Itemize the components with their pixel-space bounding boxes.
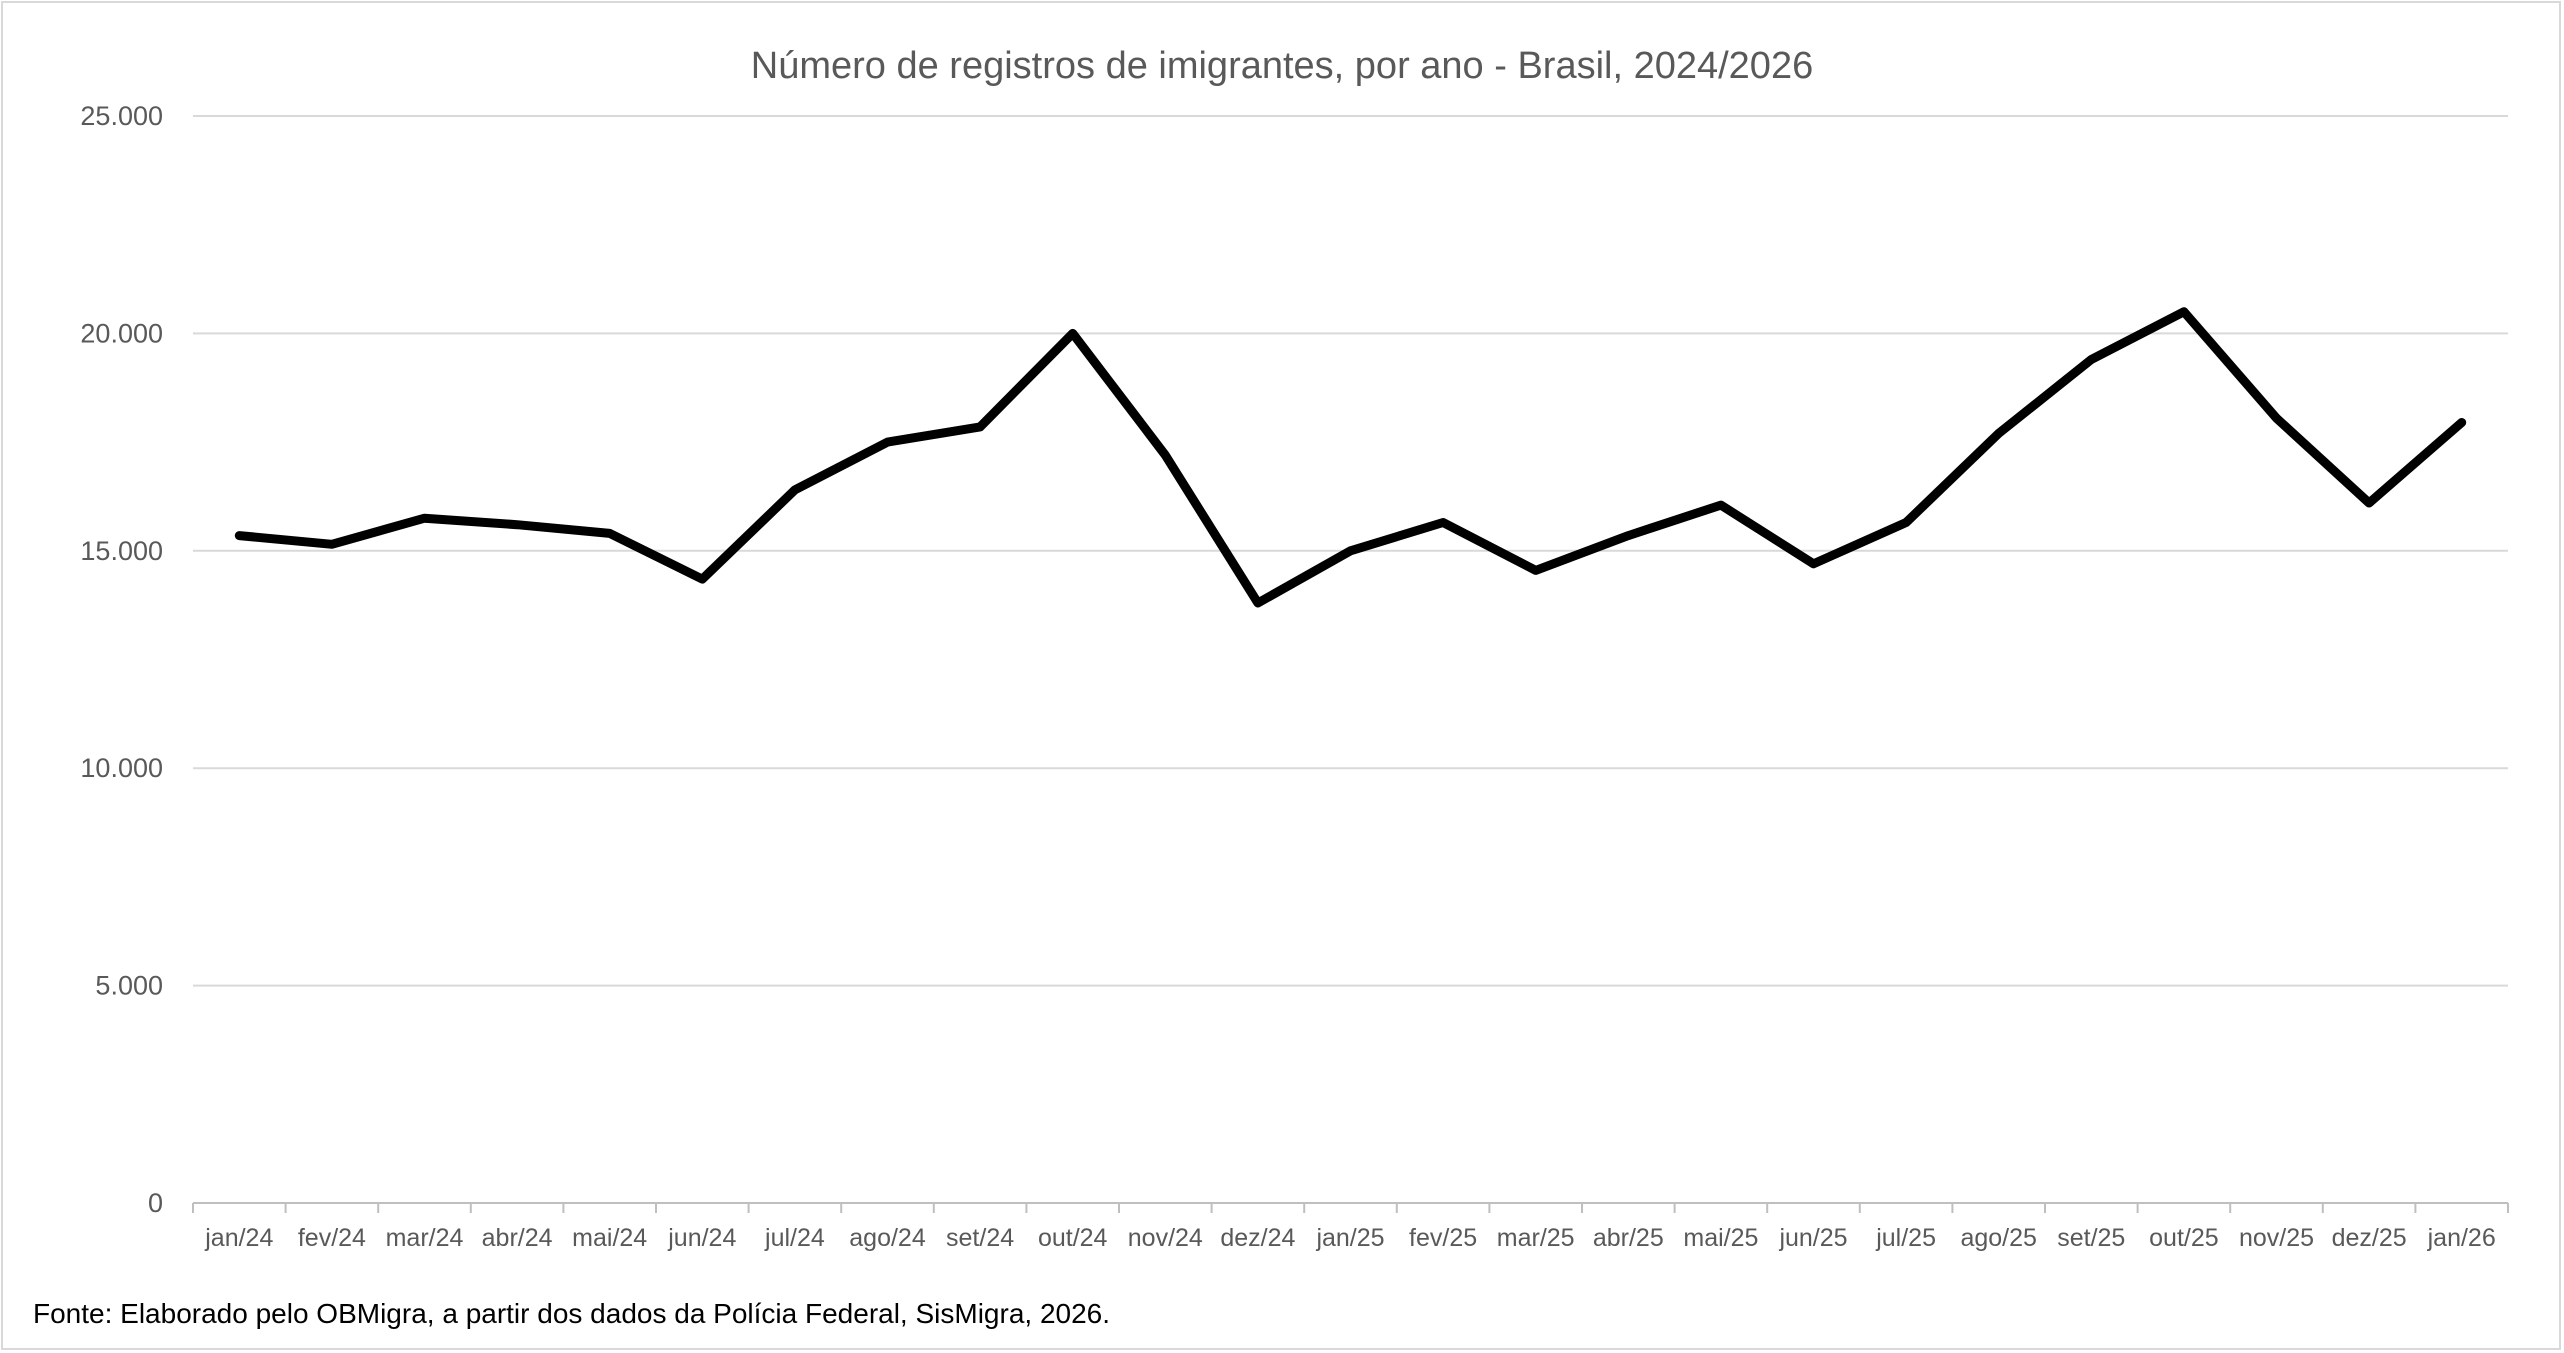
data-point (607, 531, 612, 536)
data-point (1255, 600, 1260, 605)
data-point (1996, 431, 2001, 436)
x-tick-label: mar/25 (1497, 1224, 1575, 1252)
data-point (885, 440, 890, 445)
data-point (422, 516, 427, 521)
x-tick-label: set/25 (2057, 1224, 2125, 1252)
y-axis-ticks: 0 5.000 10.000 15.000 20.000 25.000 (80, 101, 163, 1218)
data-point (2459, 420, 2464, 425)
data-point (792, 487, 797, 492)
x-tick-label: out/25 (2149, 1224, 2219, 1252)
x-tick-label: jul/25 (1875, 1224, 1936, 1252)
x-tick-label: jan/24 (204, 1224, 273, 1252)
x-tick-label: mai/25 (1683, 1224, 1758, 1252)
y-tick-label: 25.000 (80, 101, 163, 131)
data-point (1441, 520, 1446, 525)
data-point (700, 577, 705, 582)
x-tick-label: abr/24 (482, 1224, 553, 1252)
x-tick-label: jun/25 (1778, 1224, 1847, 1252)
gridlines (193, 115, 2508, 987)
x-tick-label: jan/25 (1315, 1224, 1384, 1252)
data-point (1904, 520, 1909, 525)
data-point (237, 533, 242, 538)
y-tick-label: 0 (148, 1188, 163, 1218)
x-tick-label: mar/24 (386, 1224, 464, 1252)
data-point (1070, 331, 1075, 336)
y-tick-label: 15.000 (80, 536, 163, 566)
x-tick-label: nov/24 (1128, 1224, 1203, 1252)
data-point (1348, 548, 1353, 553)
data-point (1811, 561, 1816, 566)
y-tick-label: 20.000 (80, 318, 163, 348)
x-axis: jan/24 fev/24 mar/24 abr/24 mai/24 jun/24 jul/… (192, 1202, 2509, 1252)
data-point (2367, 500, 2372, 505)
x-tick-label: dez/24 (1220, 1224, 1295, 1252)
data-point (1626, 533, 1631, 538)
data-point (2274, 416, 2279, 421)
y-tick-label: 5.000 (95, 971, 163, 1001)
x-tick-label: jun/24 (667, 1224, 736, 1252)
data-point (1718, 503, 1723, 508)
series-line (234, 307, 2467, 608)
data-point (1163, 453, 1168, 458)
data-point (978, 424, 983, 429)
x-tick-label: dez/25 (2332, 1224, 2407, 1252)
series-layer (234, 307, 2467, 608)
x-tick-label: jul/24 (764, 1224, 825, 1252)
source-note: Fonte: Elaborado pelo OBMigra, a partir … (33, 1298, 1110, 1329)
data-point (329, 542, 334, 547)
data-point (1533, 568, 1538, 573)
x-tick-label: abr/25 (1593, 1224, 1664, 1252)
data-point (2089, 357, 2094, 362)
x-tick-label: set/24 (946, 1224, 1014, 1252)
x-tick-label: mai/24 (572, 1224, 647, 1252)
x-tick-label: nov/25 (2239, 1224, 2314, 1252)
data-point (515, 522, 520, 527)
x-tick-label: jan/26 (2427, 1224, 2496, 1252)
x-tick-label: fev/25 (1409, 1224, 1477, 1252)
x-tick-label: fev/24 (298, 1224, 366, 1252)
x-tick-label: ago/25 (1960, 1224, 2036, 1252)
x-tick-label: out/24 (1038, 1224, 1108, 1252)
data-point (2181, 309, 2186, 314)
x-tick-label: ago/24 (849, 1224, 926, 1252)
y-tick-label: 10.000 (80, 753, 163, 783)
chart-title: Número de registros de imigrantes, por a… (751, 45, 1813, 87)
